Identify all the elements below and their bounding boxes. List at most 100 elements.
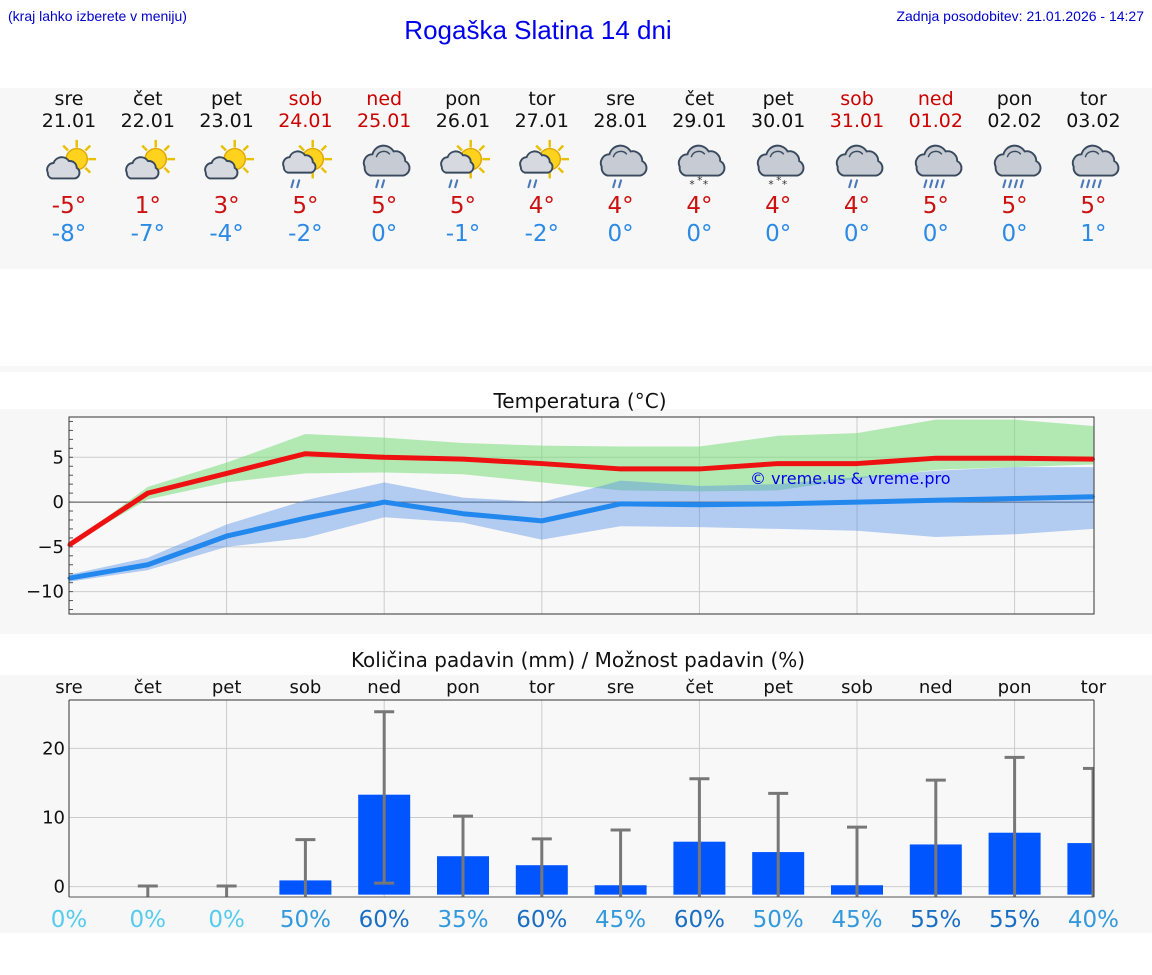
max-temp-line-point [619, 467, 623, 471]
sun-icon [215, 139, 254, 179]
temp-min: 0° [765, 221, 792, 247]
day-date: 24.01 [278, 110, 333, 132]
cloud-rain-icon [354, 136, 414, 190]
temp-min: -8° [51, 221, 87, 247]
svg-text:*: * [690, 179, 695, 190]
svg-text:*: * [782, 179, 787, 190]
day-date: 22.01 [120, 110, 175, 132]
max-temp-line [67, 451, 1094, 548]
temp-max: 5° [1001, 193, 1028, 219]
day-date: 21.01 [41, 110, 97, 132]
rain-icon [848, 179, 859, 189]
temp-max: 1° [134, 193, 161, 219]
day-date: 23.01 [199, 110, 254, 132]
temp-min: 0° [1001, 221, 1028, 247]
day-card: sre 21.01 -5° -8° [24, 88, 114, 248]
day-date: 30.01 [750, 110, 806, 132]
temp-max: 3° [213, 193, 240, 219]
sun-cloud-icon [197, 136, 257, 190]
min-temp-line-point [225, 534, 229, 538]
day-date: 26.01 [435, 110, 491, 132]
x-tick-label: ned [367, 677, 401, 698]
cloud-icon [835, 144, 884, 177]
temp-min: -1° [445, 221, 481, 247]
max-temp-range [69, 419, 1094, 546]
y-tick-label: 0 [54, 877, 65, 898]
chart-title: Količina padavin (mm) / Možnost padavin … [351, 648, 805, 672]
day-card: tor 03.02 5° 1° [1048, 88, 1138, 248]
sun-cloud-rain-icon [433, 136, 493, 190]
watermark: © vreme.us & vreme.pro [750, 469, 951, 488]
location-menu-note[interactable]: (kraj lahko izberete v meniju) [8, 8, 187, 24]
day-name: sob [288, 88, 323, 110]
min-temp-line-point [382, 500, 386, 504]
day-name: pet [762, 88, 794, 110]
sun-cloud-rain-icon [512, 136, 572, 190]
day-card: sob 31.01 4° 0° [812, 88, 902, 248]
min-temp-line-point [855, 500, 859, 504]
precip-probability: 45% [595, 907, 646, 933]
rain-icon [923, 179, 945, 189]
svg-text:*: * [776, 175, 781, 187]
max-temp-line-point [146, 491, 150, 495]
precip-probability: 0% [130, 907, 167, 933]
day-card: tor 27.01 4° -2° [497, 88, 587, 248]
y-tick-label: 10 [42, 808, 65, 829]
rain-icon [448, 179, 459, 189]
day-name: čet [133, 88, 163, 110]
temp-min: 0° [607, 221, 634, 247]
cloud-icon [757, 144, 805, 177]
max-temp-line-point [382, 455, 386, 459]
plot-frame [68, 416, 1095, 615]
cloud-rain-icon [591, 136, 651, 190]
cloud-heavy-rain-icon [1063, 136, 1123, 190]
min-temp-line-point [461, 512, 465, 516]
day-card: pet 23.01 3° -4° [182, 88, 272, 248]
x-tick-label: tor [529, 677, 555, 698]
x-tick-label: pet [212, 677, 242, 698]
forecast-band [0, 88, 1152, 269]
precip-probability: 60% [359, 907, 410, 933]
page-title: Rogaška Slatina 14 dni [404, 15, 672, 45]
day-card: sre 28.01 4° 0° [576, 88, 666, 248]
rain-icon [1080, 179, 1103, 189]
cloud-icon [125, 156, 160, 180]
temp-min: 0° [371, 221, 398, 247]
precip-bar [1067, 843, 1094, 895]
precip-probability: 0% [208, 907, 245, 933]
precip-probability: 55% [989, 907, 1040, 933]
day-name: pet [210, 88, 243, 110]
max-temp-line-point [855, 462, 859, 466]
precip-probability: 60% [516, 907, 567, 933]
day-date: 28.01 [593, 110, 648, 132]
cloud-snow-icon: * * * [748, 136, 808, 191]
day-name: sre [606, 88, 636, 110]
day-name: sre [54, 88, 84, 110]
day-card: ned 01.02 5° 0° [891, 88, 981, 248]
temp-min: -2° [288, 221, 323, 247]
max-temp-line-point [1013, 456, 1017, 460]
temp-max: 5° [449, 193, 477, 219]
precip-probability: 0% [51, 907, 88, 933]
min-temp-line-point [540, 519, 544, 523]
day-card: čet 29.01 * * * 4° 0° [654, 88, 744, 248]
precip-probability: 60% [674, 907, 725, 933]
cloud-icon [363, 144, 411, 177]
temp-max: 4° [765, 193, 792, 219]
temp-max: 4° [843, 193, 871, 219]
temp-min: -4° [209, 221, 244, 247]
day-name: čet [684, 88, 715, 110]
temp-min: 0° [922, 221, 949, 247]
x-tick-label: sob [289, 677, 321, 698]
temp-max: 4° [607, 193, 634, 219]
max-temp-line-point [461, 457, 465, 461]
precipitation-chart: Količina padavin (mm) / Možnost padavin … [42, 648, 1119, 933]
cloud-heavy-rain-icon [906, 136, 966, 190]
svg-text:*: * [697, 175, 702, 187]
day-name: sob [840, 88, 874, 110]
day-card: ned 25.01 5° 0° [339, 88, 429, 248]
precip-probability: 45% [831, 907, 882, 933]
cloud-icon [282, 150, 317, 174]
min-temp-line-point [146, 563, 150, 567]
rain-icon [290, 179, 301, 189]
